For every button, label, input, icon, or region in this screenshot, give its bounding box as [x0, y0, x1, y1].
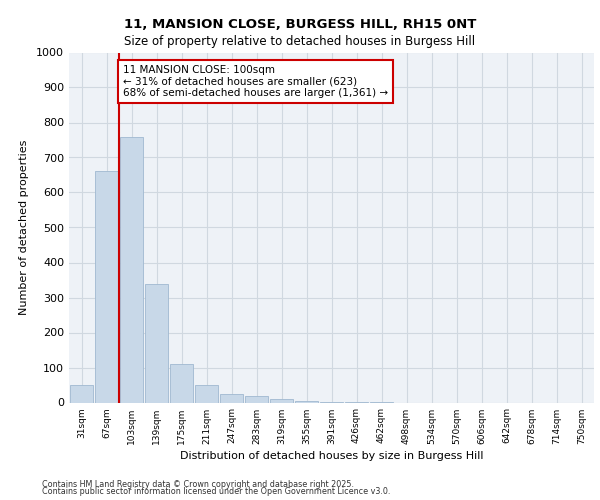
Bar — [270, 399, 293, 402]
X-axis label: Distribution of detached houses by size in Burgess Hill: Distribution of detached houses by size … — [180, 450, 483, 460]
Text: Size of property relative to detached houses in Burgess Hill: Size of property relative to detached ho… — [124, 35, 476, 48]
Bar — [145, 284, 168, 403]
Bar — [295, 401, 318, 402]
Bar — [95, 172, 118, 402]
Bar — [120, 136, 143, 402]
Y-axis label: Number of detached properties: Number of detached properties — [19, 140, 29, 315]
Bar — [195, 385, 218, 402]
Bar — [70, 385, 93, 402]
Bar — [170, 364, 193, 403]
Text: Contains HM Land Registry data © Crown copyright and database right 2025.: Contains HM Land Registry data © Crown c… — [42, 480, 354, 489]
Bar — [245, 396, 268, 402]
Bar — [220, 394, 243, 402]
Text: 11, MANSION CLOSE, BURGESS HILL, RH15 0NT: 11, MANSION CLOSE, BURGESS HILL, RH15 0N… — [124, 18, 476, 30]
Text: Contains public sector information licensed under the Open Government Licence v3: Contains public sector information licen… — [42, 488, 391, 496]
Text: 11 MANSION CLOSE: 100sqm
← 31% of detached houses are smaller (623)
68% of semi-: 11 MANSION CLOSE: 100sqm ← 31% of detach… — [123, 64, 388, 98]
